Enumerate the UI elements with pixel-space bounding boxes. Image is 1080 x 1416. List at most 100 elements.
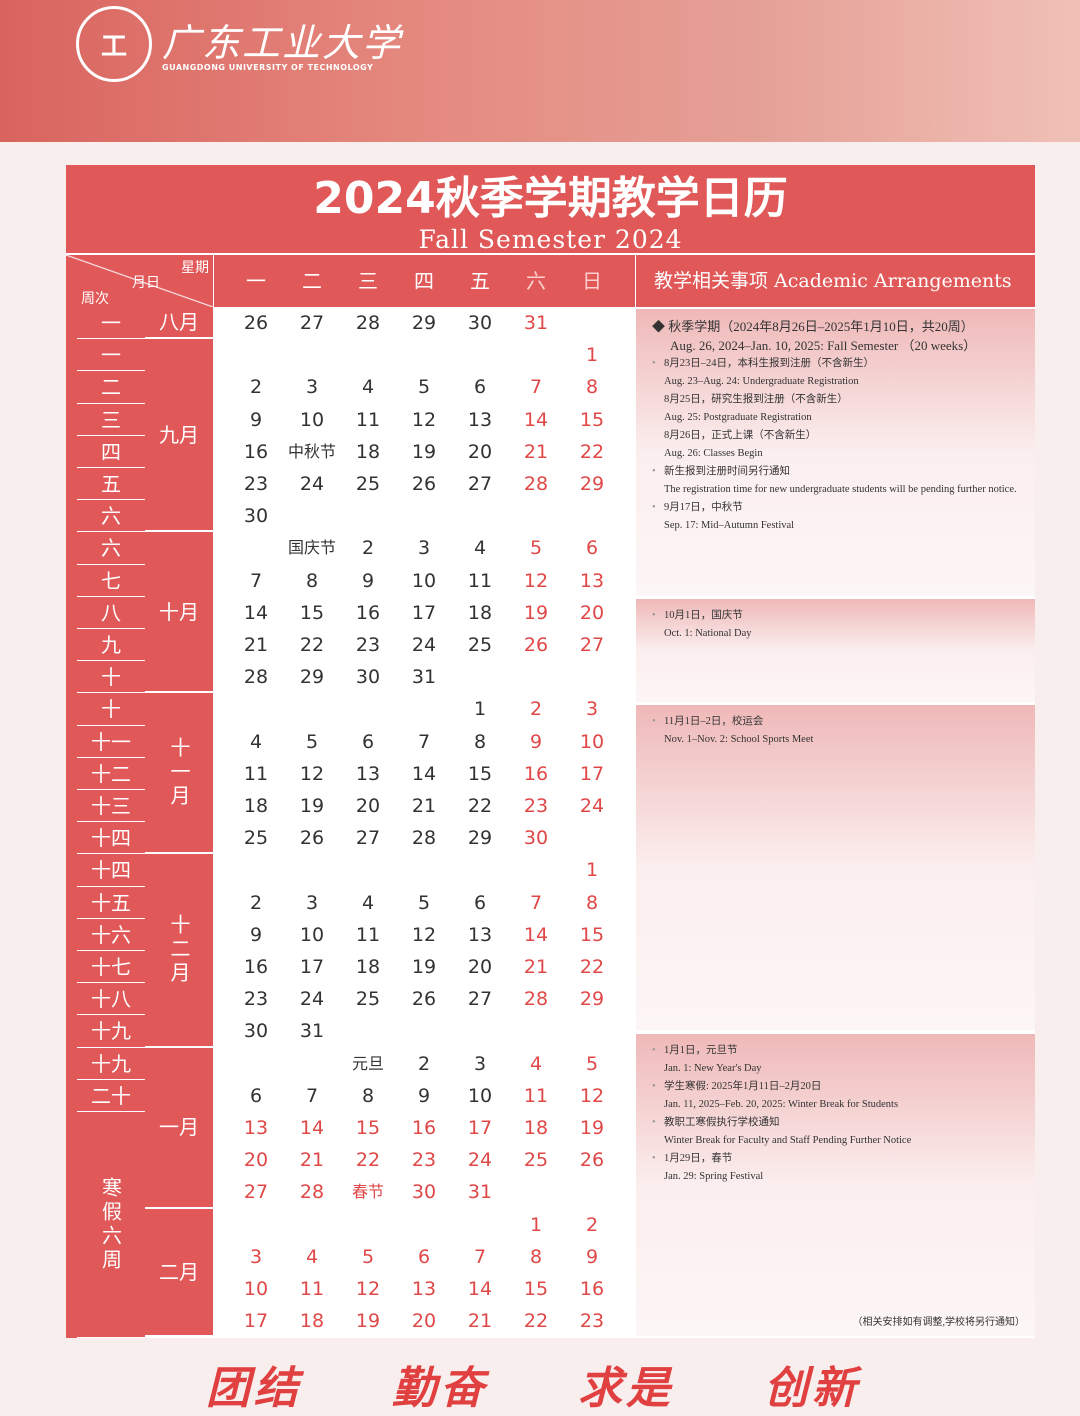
corner-header: 星期 月日 周次 xyxy=(66,255,214,307)
date-cell: 10 xyxy=(411,569,437,592)
month-label: 九月 xyxy=(159,422,199,447)
date-cell: 10 xyxy=(299,923,325,946)
date-cell: 26 xyxy=(523,634,549,656)
date-cell: 25 xyxy=(467,634,493,656)
month-label: 一月 xyxy=(159,1115,199,1140)
date-cell: 24 xyxy=(467,1149,493,1172)
date-cell: 19 xyxy=(355,1310,381,1333)
month-label: 十月 xyxy=(159,599,199,624)
date-cell: 15 xyxy=(579,408,605,431)
date-cell: 13 xyxy=(467,923,493,946)
arrangement-item: Jan. 29: Spring Festival xyxy=(664,1170,764,1182)
date-cell: 28 xyxy=(523,473,549,495)
week-number: 二 xyxy=(77,371,145,404)
date-cell: 7 xyxy=(249,569,263,592)
date-cell: 18 xyxy=(355,440,381,463)
date-cell: 12 xyxy=(299,762,325,785)
date-cell: 9 xyxy=(361,569,375,592)
arrangement-item: 1月1日，元旦节 xyxy=(652,1042,1029,1060)
date-cell: 11 xyxy=(523,1084,549,1107)
date-cell: 23 xyxy=(523,795,549,817)
date-cell: 6 xyxy=(473,891,487,914)
date-cell: 27 xyxy=(467,473,493,495)
date-cell: 10 xyxy=(579,730,605,753)
date-cell: 9 xyxy=(529,730,543,753)
date-cell: 3 xyxy=(305,376,319,399)
date-cell: 21 xyxy=(411,795,437,817)
date-cell: 3 xyxy=(585,698,599,721)
arrangement-item: Aug. 26: Classes Begin xyxy=(664,448,763,459)
date-cell: 19 xyxy=(411,440,437,463)
date-cell: 17 xyxy=(579,762,605,785)
slogan-1: 团结 xyxy=(206,1363,302,1414)
date-cell: 25 xyxy=(355,988,381,1011)
date-cell: 16 xyxy=(579,1278,605,1300)
date-cell: 5 xyxy=(361,1245,375,1268)
arrangement-item: 8月23日–24日，本科生报到注册（不含新生） xyxy=(652,355,1029,373)
date-cell: 2 xyxy=(249,891,263,914)
date-cell: 21 xyxy=(523,440,549,463)
date-cell: 26 xyxy=(411,473,437,495)
arrangement-panel: 1月1日，元旦节 Jan. 1: New Year's Day 学生寒假: 2025… xyxy=(636,1033,1035,1337)
date-cell: 7 xyxy=(305,1084,319,1107)
date-cell: 20 xyxy=(411,1310,437,1333)
corner-date: 月日 xyxy=(132,275,160,291)
date-cell: 8 xyxy=(473,730,487,753)
date-cell: 28 xyxy=(523,988,549,1011)
date-cell: 28 xyxy=(243,666,269,689)
week-number: 六 xyxy=(77,532,145,565)
semester-summary: Aug. 26, 2024–Jan. 10, 2025: Fall Semest… xyxy=(670,338,977,353)
week-number: 十八 xyxy=(77,983,145,1016)
date-cell: 19 xyxy=(523,601,549,624)
date-cell: 6 xyxy=(417,1245,431,1268)
week-number: 三 xyxy=(77,403,145,436)
date-cell: 4 xyxy=(361,891,375,914)
date-cell: 27 xyxy=(467,988,493,1011)
date-cell: 5 xyxy=(305,730,319,753)
date-cell: 22 xyxy=(355,1149,381,1172)
date-cell: 18 xyxy=(243,795,269,817)
week-number: 十 xyxy=(77,693,145,726)
date-cell: 8 xyxy=(585,376,599,399)
date-cell: 17 xyxy=(467,1117,493,1139)
arrangement-item: 学生寒假: 2025年1月11日–2月20日 xyxy=(652,1078,1029,1096)
month-block: 十二月 xyxy=(145,854,213,1048)
date-cell: 20 xyxy=(467,440,493,463)
date-cell: 29 xyxy=(579,473,605,495)
date-cell: 28 xyxy=(299,1181,325,1204)
date-cell: 20 xyxy=(467,956,493,978)
date-cell: 24 xyxy=(299,988,325,1011)
date-cell: 12 xyxy=(523,569,549,592)
date-cell: 26 xyxy=(299,827,325,850)
date-cell: 1 xyxy=(473,698,487,721)
date-cell: 26 xyxy=(243,312,269,334)
month-block: 九月 xyxy=(145,339,213,533)
winter-break-block: 寒假六周 xyxy=(77,1112,145,1338)
date-cell: 15 xyxy=(579,923,605,946)
date-cell: 11 xyxy=(467,569,493,592)
left-strip xyxy=(66,307,77,1338)
date-cell: 28 xyxy=(411,827,437,850)
date-cell: 5 xyxy=(529,537,543,560)
week-number: 五 xyxy=(77,468,145,501)
week-number: 一 xyxy=(77,339,145,372)
arrangement-item: 1月29日，春节 xyxy=(652,1150,1029,1168)
date-cell: 21 xyxy=(243,634,269,656)
date-cell: 18 xyxy=(299,1310,325,1333)
date-cell: 15 xyxy=(467,762,493,785)
date-cell: 1 xyxy=(585,859,599,882)
date-cell: 22 xyxy=(299,634,325,656)
slogan-4: 创新 xyxy=(764,1363,860,1414)
date-cell: 1 xyxy=(529,1213,543,1236)
arrangement-item: The registration time for new undergradu… xyxy=(664,484,1017,495)
date-cell: 25 xyxy=(523,1149,549,1172)
date-cell: 12 xyxy=(579,1084,605,1107)
date-cell: 13 xyxy=(579,569,605,592)
date-cell: 10 xyxy=(299,408,325,431)
arrangement-item: 9月17日，中秋节 xyxy=(652,499,1029,517)
date-cell: 11 xyxy=(355,408,381,431)
date-cell: 8 xyxy=(529,1245,543,1268)
date-cell: 22 xyxy=(579,956,605,978)
date-cell: 24 xyxy=(579,795,605,817)
month-label: 八月 xyxy=(159,310,199,335)
